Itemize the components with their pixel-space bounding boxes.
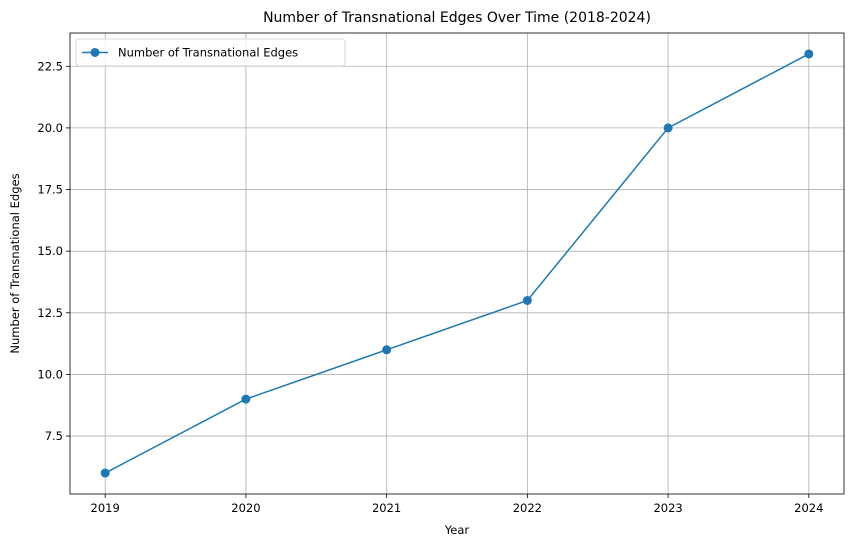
chart-title: Number of Transnational Edges Over Time … (263, 10, 651, 26)
legend: Number of Transnational Edges (75, 38, 346, 67)
series-line (104, 53, 810, 474)
grid (70, 33, 844, 494)
x-tick-label: 2024 (794, 501, 823, 515)
data-point (663, 123, 673, 133)
data-point (522, 295, 532, 305)
series (100, 49, 814, 478)
x-tick-label: 2022 (513, 501, 542, 515)
x-axis-label: Year (444, 523, 470, 537)
y-tick-label: 15.0 (37, 244, 63, 258)
data-point (382, 345, 392, 355)
data-point (804, 49, 814, 59)
ticks: 2019 2020 2021 2022 2023 2024 7.5 10.0 12.5 15.0 1… (37, 59, 823, 515)
legend-box (75, 38, 346, 67)
legend-marker-swatch (90, 48, 100, 57)
y-axis-label: Number of Transnational Edges (8, 173, 22, 353)
y-tick-label: 10.0 (37, 367, 63, 381)
x-tick-label: 2020 (231, 501, 260, 515)
legend-entry-label: Number of Transnational Edges (118, 46, 298, 60)
y-tick-label: 7.5 (45, 429, 63, 443)
x-tick-label: 2019 (91, 501, 120, 515)
x-tick-label: 2021 (372, 501, 401, 515)
y-tick-label: 22.5 (37, 59, 63, 73)
plot-frame (69, 32, 845, 495)
data-point (100, 468, 110, 478)
x-tick-label: 2023 (653, 501, 682, 515)
data-point (241, 394, 251, 404)
y-tick-label: 17.5 (37, 183, 63, 197)
y-tick-label: 12.5 (37, 306, 63, 320)
y-tick-label: 20.0 (37, 121, 63, 135)
